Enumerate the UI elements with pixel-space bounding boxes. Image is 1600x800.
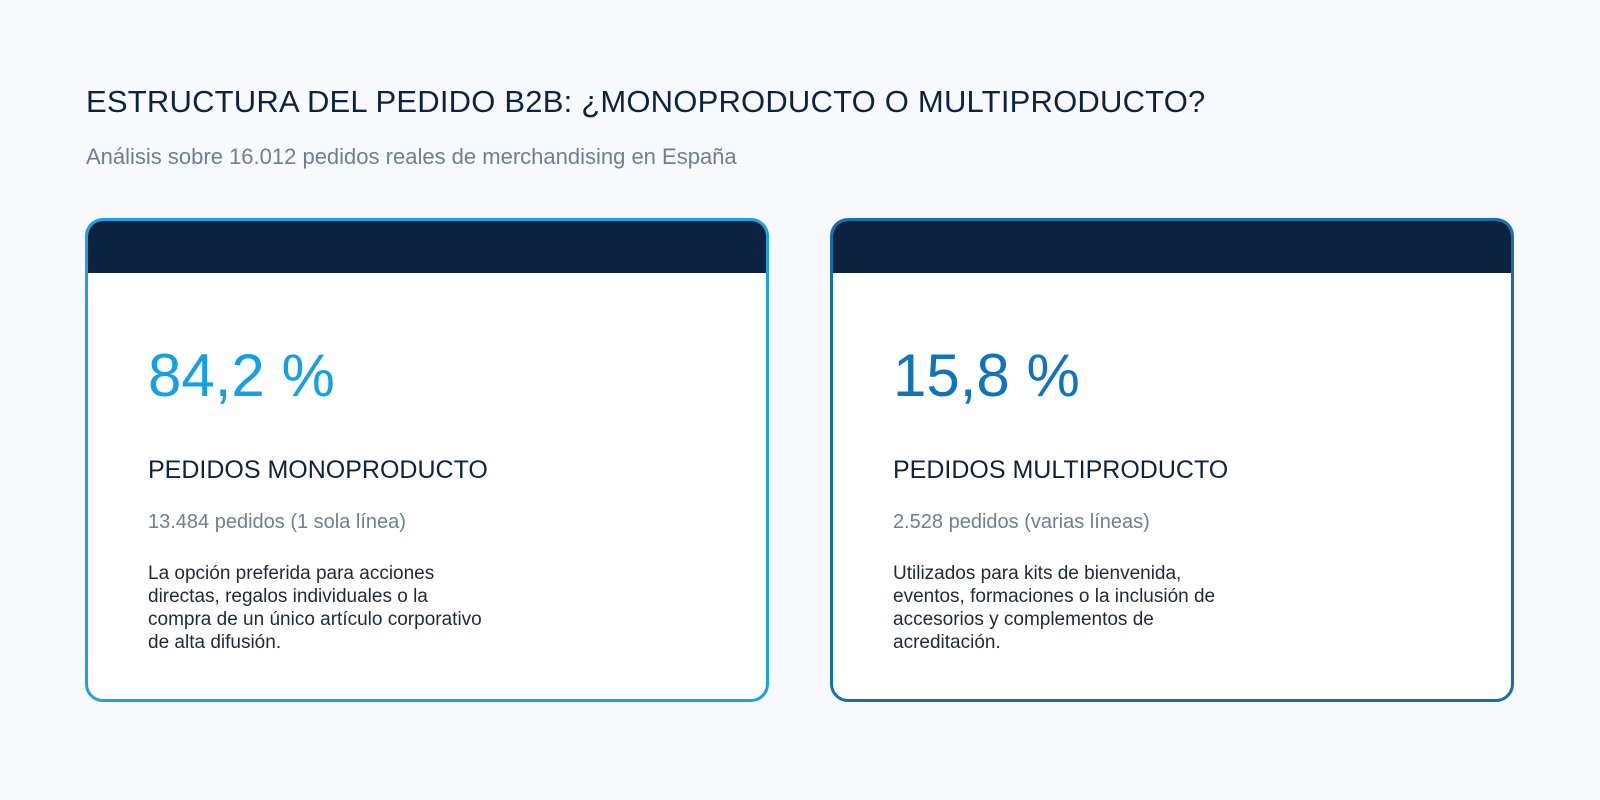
order-count: 2.528 pedidos (varias líneas) <box>893 511 1150 533</box>
card-body: 84,2 % PEDIDOS MONOPRODUCTO 13.484 pedid… <box>148 346 668 654</box>
card-multiproducto: 15,8 % PEDIDOS MULTIPRODUCTO 2.528 pedid… <box>830 218 1514 702</box>
card-header-bar <box>88 221 766 273</box>
percentage-value: 84,2 % <box>148 342 335 409</box>
card-label: PEDIDOS MONOPRODUCTO <box>148 456 488 484</box>
card-label: PEDIDOS MULTIPRODUCTO <box>893 456 1229 484</box>
card-monoproducto: 84,2 % PEDIDOS MONOPRODUCTO 13.484 pedid… <box>85 218 769 702</box>
order-count: 13.484 pedidos (1 sola línea) <box>148 511 406 533</box>
percentage-value: 15,8 % <box>893 342 1080 409</box>
page-subtitle: Análisis sobre 16.012 pedidos reales de … <box>86 144 737 169</box>
card-description: Utilizados para kits de bienvenida, even… <box>893 563 1216 653</box>
card-body: 15,8 % PEDIDOS MULTIPRODUCTO 2.528 pedid… <box>893 346 1413 654</box>
card-description: La opción preferida para acciones direct… <box>148 563 482 653</box>
card-header-bar <box>833 221 1511 273</box>
page-title: ESTRUCTURA DEL PEDIDO B2B: ¿MONOPRODUCTO… <box>86 84 1206 119</box>
